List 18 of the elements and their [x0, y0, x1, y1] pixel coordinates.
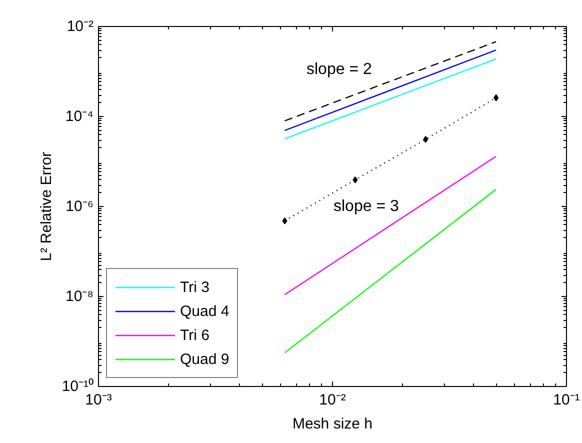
x-tick-label: 10⁻²	[319, 392, 346, 408]
y-tick-label: 10⁻⁶	[66, 198, 94, 215]
point	[423, 136, 428, 143]
x-tick-label: 10⁻¹	[553, 392, 580, 408]
legend-label: Tri 3	[180, 278, 210, 296]
point	[352, 176, 358, 184]
annotation: slope = 3	[334, 198, 399, 215]
legend-label: Tri 6	[180, 326, 210, 344]
annotation: slope = 2	[306, 61, 372, 78]
y-tick-label: 10⁻²	[66, 18, 94, 35]
point	[282, 217, 288, 224]
point	[494, 94, 499, 102]
y-tick-label: 10⁻⁴	[65, 108, 94, 125]
y-tick-label: 10⁻⁸	[65, 288, 94, 305]
x-axis-title: Mesh size h	[292, 416, 373, 432]
y-axis-title: L² Relative Error	[38, 152, 55, 262]
legend-label: Quad 9	[180, 350, 230, 368]
legend-label: Quad 4	[180, 302, 230, 320]
